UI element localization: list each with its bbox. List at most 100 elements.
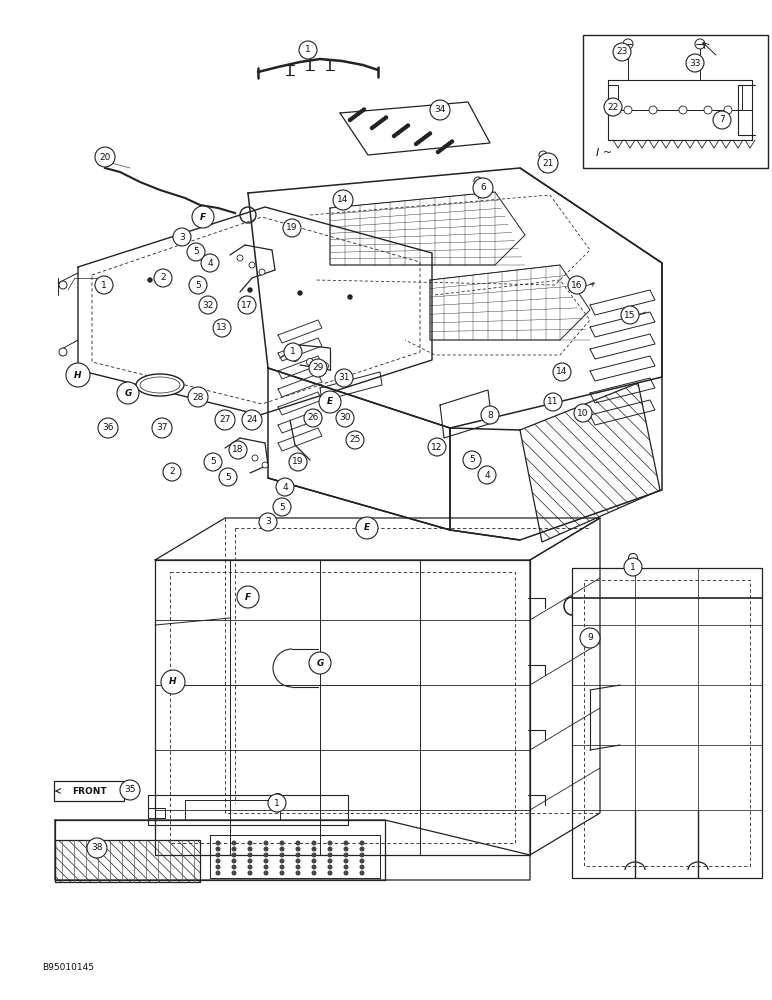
Circle shape xyxy=(363,108,365,111)
Circle shape xyxy=(621,306,639,324)
Circle shape xyxy=(441,147,443,150)
Text: 2: 2 xyxy=(160,273,166,282)
Text: 5: 5 xyxy=(469,456,475,464)
Circle shape xyxy=(249,853,252,857)
Circle shape xyxy=(216,871,220,875)
Text: 3: 3 xyxy=(265,518,271,526)
Circle shape xyxy=(238,296,256,314)
Circle shape xyxy=(350,117,354,120)
Circle shape xyxy=(473,178,493,198)
Circle shape xyxy=(539,151,547,159)
Text: 10: 10 xyxy=(577,408,589,418)
Circle shape xyxy=(538,153,558,173)
Circle shape xyxy=(361,109,364,112)
Circle shape xyxy=(296,859,300,863)
Text: 1: 1 xyxy=(630,562,636,572)
Text: 5: 5 xyxy=(210,458,216,466)
Circle shape xyxy=(358,111,361,114)
Circle shape xyxy=(344,841,348,845)
Text: 1: 1 xyxy=(274,798,280,808)
Text: 20: 20 xyxy=(100,152,110,161)
Circle shape xyxy=(264,841,268,845)
Circle shape xyxy=(216,847,220,851)
FancyBboxPatch shape xyxy=(54,781,124,801)
Ellipse shape xyxy=(140,377,180,393)
Circle shape xyxy=(374,123,378,126)
Circle shape xyxy=(296,871,300,875)
Circle shape xyxy=(344,847,348,851)
Circle shape xyxy=(216,865,220,869)
Circle shape xyxy=(713,111,731,129)
Circle shape xyxy=(428,438,446,456)
Text: 5: 5 xyxy=(279,502,285,512)
Circle shape xyxy=(417,141,419,144)
Circle shape xyxy=(199,296,217,314)
Text: B95010145: B95010145 xyxy=(42,964,94,972)
Circle shape xyxy=(66,363,90,387)
Circle shape xyxy=(280,841,284,845)
Text: I ~: I ~ xyxy=(596,148,612,158)
Circle shape xyxy=(248,288,252,292)
Circle shape xyxy=(328,871,332,875)
Text: 38: 38 xyxy=(91,844,103,852)
Circle shape xyxy=(232,871,235,875)
Circle shape xyxy=(451,140,453,143)
Circle shape xyxy=(312,847,316,851)
Circle shape xyxy=(344,853,348,857)
Circle shape xyxy=(361,853,364,857)
Text: 13: 13 xyxy=(216,324,228,332)
Circle shape xyxy=(357,112,360,115)
Circle shape xyxy=(59,281,67,289)
Text: 6: 6 xyxy=(480,184,486,192)
Text: 31: 31 xyxy=(338,373,350,382)
Circle shape xyxy=(273,498,291,516)
Circle shape xyxy=(328,847,332,851)
Circle shape xyxy=(679,106,687,114)
Text: H: H xyxy=(74,370,82,379)
Circle shape xyxy=(296,865,300,869)
Text: FRONT: FRONT xyxy=(72,786,107,796)
Circle shape xyxy=(249,847,252,851)
Circle shape xyxy=(249,262,255,268)
Circle shape xyxy=(348,118,351,121)
Circle shape xyxy=(623,39,633,49)
Circle shape xyxy=(284,343,302,361)
Circle shape xyxy=(189,276,207,294)
Circle shape xyxy=(296,853,300,857)
Circle shape xyxy=(418,139,422,142)
Text: 21: 21 xyxy=(542,158,554,167)
Circle shape xyxy=(312,853,316,857)
Circle shape xyxy=(240,207,256,223)
Circle shape xyxy=(304,409,322,427)
Circle shape xyxy=(268,794,286,812)
Circle shape xyxy=(361,859,364,863)
Circle shape xyxy=(478,466,496,484)
Circle shape xyxy=(328,865,332,869)
Circle shape xyxy=(724,106,732,114)
Circle shape xyxy=(649,106,657,114)
Circle shape xyxy=(187,243,205,261)
Circle shape xyxy=(306,359,313,365)
Circle shape xyxy=(328,859,332,863)
Circle shape xyxy=(422,136,425,139)
Circle shape xyxy=(232,865,235,869)
Text: 3: 3 xyxy=(179,232,185,241)
Circle shape xyxy=(148,278,152,282)
Circle shape xyxy=(544,393,562,411)
Circle shape xyxy=(344,871,348,875)
Circle shape xyxy=(276,478,294,496)
Circle shape xyxy=(628,554,638,562)
Circle shape xyxy=(333,190,353,210)
Text: 2: 2 xyxy=(169,468,174,477)
Circle shape xyxy=(553,363,571,381)
Circle shape xyxy=(568,276,586,294)
Text: 14: 14 xyxy=(557,367,567,376)
Circle shape xyxy=(296,847,300,851)
Circle shape xyxy=(229,441,247,459)
Circle shape xyxy=(198,283,202,287)
Circle shape xyxy=(249,871,252,875)
Ellipse shape xyxy=(136,374,184,396)
Circle shape xyxy=(415,142,418,145)
Text: H: H xyxy=(169,678,177,686)
Circle shape xyxy=(361,847,364,851)
